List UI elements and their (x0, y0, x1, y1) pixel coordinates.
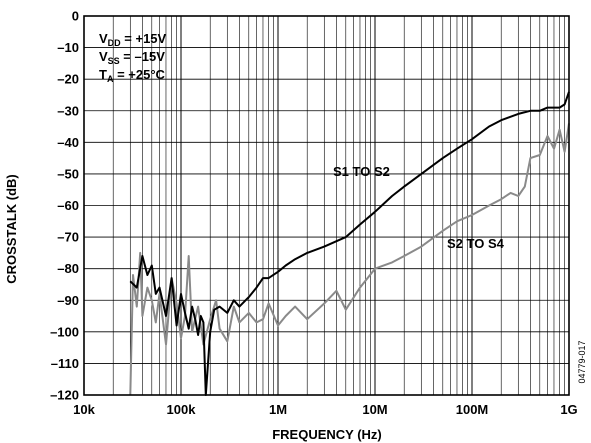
condition-value: = +15V (121, 31, 167, 46)
series-label: S2 TO S4 (447, 236, 505, 251)
y-tick-label: –110 (51, 356, 79, 371)
y-tick-label: –40 (57, 135, 79, 150)
y-tick-label: –20 (57, 72, 79, 87)
y-tick-label: –80 (57, 261, 79, 276)
figure-code: 04779-017 (577, 340, 587, 383)
x-tick-label: 100k (167, 402, 197, 417)
x-tick-labels: 10k 100k 1M 10M 100M 1G (73, 402, 578, 417)
condition-line: VSS = –15V (99, 49, 165, 66)
y-tick-label: –30 (57, 103, 79, 118)
condition-symbol: T (99, 67, 107, 82)
condition-subscript: SS (108, 56, 120, 66)
condition-value: = –15V (120, 49, 166, 64)
y-tick-label: –70 (57, 230, 79, 245)
condition-symbol: V (99, 31, 108, 46)
y-tick-label: –90 (57, 293, 79, 308)
series-labels: S1 TO S2 S2 TO S4 (333, 164, 505, 251)
x-tick-label: 1M (269, 402, 287, 417)
x-tick-label: 10M (362, 402, 387, 417)
series-line (129, 123, 570, 396)
condition-subscript: DD (108, 38, 121, 48)
y-tick-labels: 0 –10 –20 –30 –40 –50 –60 –70 –80 –90 –100 –110 –120 (50, 9, 79, 403)
condition-line: TA = +25°C (99, 67, 166, 84)
y-tick-label: –60 (57, 198, 79, 213)
x-tick-label: 10k (73, 402, 95, 417)
plot-frame (83, 15, 570, 396)
series-label: S1 TO S2 (333, 164, 390, 179)
x-tick-label: 1G (560, 402, 577, 417)
y-tick-label: 0 (72, 9, 79, 24)
y-tick-label: –10 (57, 40, 79, 55)
condition-value: = +25°C (113, 67, 165, 82)
x-tick-label: 100M (456, 402, 489, 417)
series-line (129, 91, 570, 396)
y-tick-label: –100 (50, 324, 79, 339)
condition-line: VDD = +15V (99, 31, 167, 48)
condition-subscript: A (107, 74, 114, 84)
y-tick-label: –120 (50, 388, 79, 403)
series-group (129, 91, 570, 396)
y-axis-label: CROSSTALK (dB) (4, 174, 19, 284)
y-tick-label: –50 (57, 166, 79, 181)
condition-symbol: V (99, 49, 108, 64)
x-axis-label: FREQUENCY (Hz) (272, 427, 382, 442)
